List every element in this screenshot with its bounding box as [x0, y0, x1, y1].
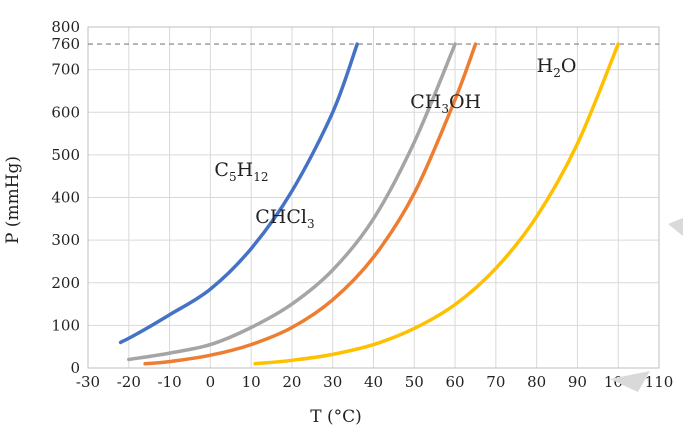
y-axis-title: P (mmHg) — [3, 156, 23, 244]
x-tick-label: 110 — [645, 373, 674, 391]
y-tick-label: 0 — [70, 359, 80, 377]
series-line-ch3oh — [143, 42, 478, 366]
y-tick-label: 600 — [51, 103, 80, 121]
series-label-ch3oh: CH3OH — [410, 91, 481, 116]
series-line-chcl3 — [127, 42, 457, 362]
x-tick-label: -20 — [117, 373, 141, 391]
x-tick-label: 60 — [446, 373, 465, 391]
x-tick-label: -10 — [157, 373, 181, 391]
x-tick-label: 90 — [568, 373, 587, 391]
series-layer — [118, 42, 620, 366]
decorative-ribbon-mark — [610, 371, 650, 392]
series-label-chcl3: CHCl3 — [255, 206, 314, 231]
x-axis-title: T (°C) — [310, 407, 362, 427]
y-tick-label: 800 — [51, 18, 80, 36]
x-tick-label: -30 — [76, 373, 100, 391]
series-label-c5h12: C5H12 — [214, 159, 268, 184]
x-tick-label: 20 — [282, 373, 301, 391]
y-tick-label: 300 — [51, 231, 80, 249]
grid-layer — [87, 26, 660, 369]
y-tick-label: 100 — [51, 316, 80, 334]
series-line-c5h12 — [118, 42, 359, 345]
x-tick-label: 0 — [206, 373, 216, 391]
x-tick-label: 30 — [323, 373, 342, 391]
x-tick-label: 50 — [405, 373, 424, 391]
y-tick-label: 400 — [51, 189, 80, 207]
y-tick-label: 760 — [51, 35, 80, 53]
x-tick-label: 80 — [527, 373, 546, 391]
series-line-h2o — [253, 42, 620, 366]
x-tick-label: 70 — [486, 373, 505, 391]
plot-frame — [87, 26, 660, 369]
y-tick-label: 500 — [51, 146, 80, 164]
y-tick-label: 200 — [51, 274, 80, 292]
y-tick-label: 700 — [51, 61, 80, 79]
x-tick-label: 10 — [242, 373, 261, 391]
series-label-h2o: H2O — [537, 55, 577, 80]
x-tick-label: 40 — [364, 373, 383, 391]
series-label-layer: C5H12 CHCl3 CH3OH H2O — [214, 55, 576, 231]
decorative-ribbon-mark — [668, 218, 683, 236]
